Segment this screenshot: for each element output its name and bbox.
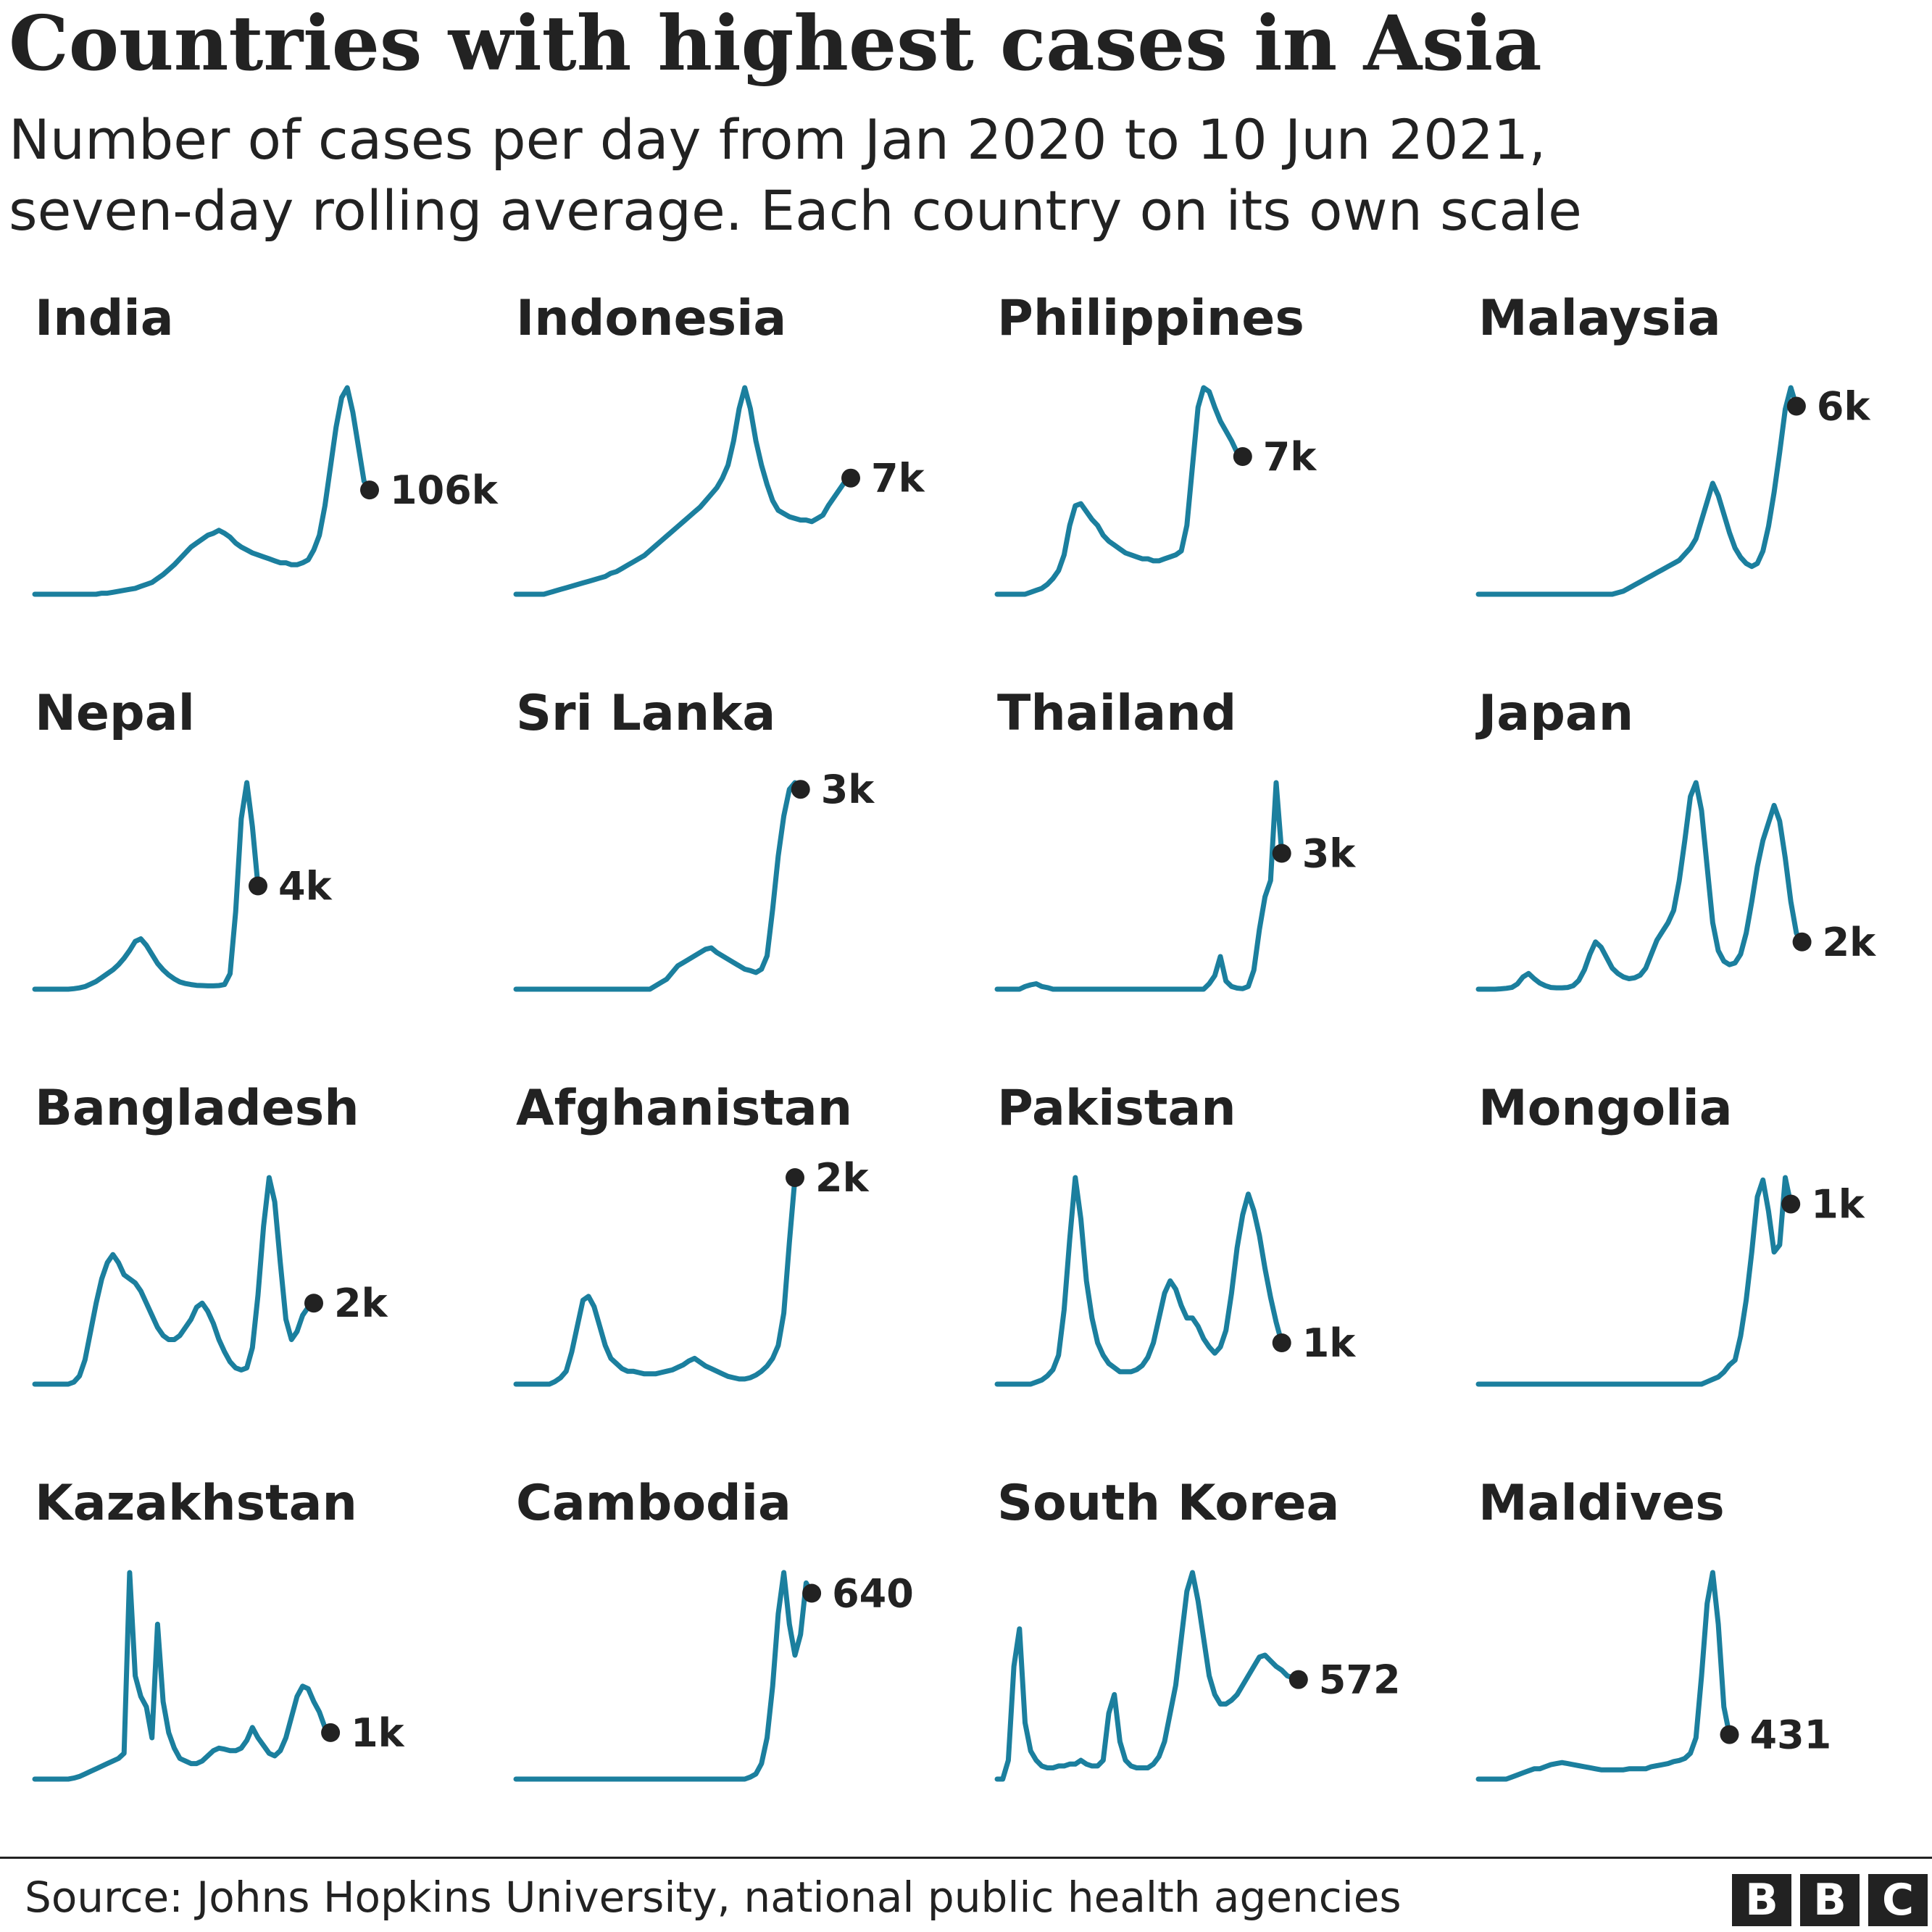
end-marker-indonesia xyxy=(841,468,860,488)
chart-title: Countries with highest cases in Asia xyxy=(9,0,1542,88)
panel-philippines: Philippines 7k xyxy=(994,290,1317,597)
source-note: Source: Johns Hopkins University, nation… xyxy=(25,1873,1402,1922)
logo-letter-b2: B xyxy=(1800,1874,1860,1926)
end-marker-south-korea xyxy=(1288,1670,1308,1689)
panel-pakistan: Pakistan 1k xyxy=(994,1080,1357,1387)
series-line-south-korea xyxy=(994,1570,1302,1782)
end-marker-malaysia xyxy=(1786,396,1806,416)
subtitle-line-1: Number of cases per day from Jan 2020 to… xyxy=(9,107,1546,172)
panel-bangladesh: Bangladesh 2k xyxy=(32,1080,388,1387)
panel-title-malaysia: Malaysia xyxy=(1478,290,1721,347)
end-label-sri-lanka: 3k xyxy=(821,767,875,812)
end-marker-japan xyxy=(1792,932,1812,952)
end-marker-cambodia xyxy=(802,1583,822,1603)
panel-thailand: Thailand 3k xyxy=(994,685,1357,992)
end-label-kazakhstan: 1k xyxy=(351,1710,405,1756)
end-label-malaysia: 6k xyxy=(1817,384,1871,430)
series-line-malaysia xyxy=(1475,385,1799,597)
panel-india: India 106k xyxy=(32,290,499,597)
end-label-mongolia: 1k xyxy=(1811,1181,1865,1227)
end-marker-pakistan xyxy=(1272,1333,1291,1352)
series-line-maldives xyxy=(1475,1570,1732,1782)
panel-sri-lanka: Sri Lanka 3k xyxy=(513,685,875,992)
end-label-japan: 2k xyxy=(1823,920,1877,965)
end-label-thailand: 3k xyxy=(1302,831,1357,877)
end-marker-afghanistan xyxy=(786,1168,804,1187)
panel-title-sri-lanka: Sri Lanka xyxy=(516,685,775,742)
panel-south-korea: South Korea 572 xyxy=(994,1475,1401,1782)
end-marker-nepal xyxy=(249,876,267,896)
series-line-india xyxy=(32,385,372,597)
end-label-india: 106k xyxy=(390,467,499,513)
panel-japan: Japan 2k xyxy=(1475,685,1877,992)
end-label-maldives: 431 xyxy=(1750,1712,1832,1758)
series-line-thailand xyxy=(994,780,1285,992)
panel-title-pakistan: Pakistan xyxy=(997,1080,1236,1137)
panel-cambodia: Cambodia 640 xyxy=(513,1475,914,1782)
end-marker-bangladesh xyxy=(304,1294,323,1313)
series-line-pakistan xyxy=(994,1175,1285,1387)
bbc-logo: B B C xyxy=(1732,1874,1928,1926)
series-line-bangladesh xyxy=(32,1175,317,1387)
panel-title-cambodia: Cambodia xyxy=(516,1475,791,1532)
series-line-sri-lanka xyxy=(513,780,804,992)
panel-title-thailand: Thailand xyxy=(997,685,1236,742)
panel-title-mongolia: Mongolia xyxy=(1478,1080,1733,1137)
panel-maldives: Maldives 431 xyxy=(1475,1475,1832,1782)
panel-mongolia: Mongolia 1k xyxy=(1475,1080,1865,1387)
end-label-cambodia: 640 xyxy=(832,1571,914,1617)
panel-indonesia: Indonesia 7k xyxy=(513,290,925,597)
end-label-bangladesh: 2k xyxy=(334,1281,388,1326)
panel-title-philippines: Philippines xyxy=(997,290,1304,347)
series-line-cambodia xyxy=(513,1570,815,1782)
logo-letter-b1: B xyxy=(1732,1874,1791,1926)
subtitle-line-2: seven-day rolling average. Each country … xyxy=(9,178,1582,243)
logo-letter-c: C xyxy=(1868,1874,1928,1926)
panel-nepal: Nepal 4k xyxy=(32,685,333,992)
panel-title-bangladesh: Bangladesh xyxy=(35,1080,359,1137)
end-marker-mongolia xyxy=(1781,1194,1801,1214)
panel-afghanistan: Afghanistan 2k xyxy=(513,1080,870,1387)
panel-title-kazakhstan: Kazakhstan xyxy=(35,1475,357,1532)
series-line-indonesia xyxy=(513,385,854,597)
panel-title-indonesia: Indonesia xyxy=(516,290,786,347)
panel-malaysia: Malaysia 6k xyxy=(1475,290,1871,597)
end-marker-india xyxy=(360,480,379,500)
series-line-nepal xyxy=(32,780,261,992)
panel-title-afghanistan: Afghanistan xyxy=(516,1080,852,1137)
footer-divider xyxy=(0,1857,1932,1859)
end-marker-maldives xyxy=(1720,1725,1739,1744)
small-multiples-chart: India 106k Indonesia 7k Philippines 7k Malaysi… xyxy=(32,290,1877,1782)
end-marker-philippines xyxy=(1233,447,1252,466)
panel-kazakhstan: Kazakhstan 1k xyxy=(32,1475,405,1782)
series-line-philippines xyxy=(994,385,1246,597)
end-marker-sri-lanka xyxy=(791,780,810,799)
chart-subtitle: Number of cases per day from Jan 2020 to… xyxy=(9,104,1907,246)
series-line-japan xyxy=(1475,780,1805,992)
panel-title-maldives: Maldives xyxy=(1478,1475,1725,1532)
end-label-south-korea: 572 xyxy=(1319,1657,1401,1703)
series-line-afghanistan xyxy=(513,1175,798,1387)
end-label-philippines: 7k xyxy=(1263,434,1317,480)
end-marker-thailand xyxy=(1272,844,1291,863)
panel-title-south-korea: South Korea xyxy=(997,1475,1339,1532)
panel-title-nepal: Nepal xyxy=(35,685,195,742)
end-label-pakistan: 1k xyxy=(1302,1320,1357,1366)
panel-title-japan: Japan xyxy=(1475,685,1633,742)
series-line-mongolia xyxy=(1475,1175,1794,1387)
end-label-afghanistan: 2k xyxy=(815,1155,870,1201)
panel-title-india: India xyxy=(35,290,174,347)
end-marker-kazakhstan xyxy=(321,1723,341,1742)
series-line-kazakhstan xyxy=(32,1570,333,1782)
end-label-nepal: 4k xyxy=(278,864,333,909)
end-label-indonesia: 7k xyxy=(871,456,925,501)
